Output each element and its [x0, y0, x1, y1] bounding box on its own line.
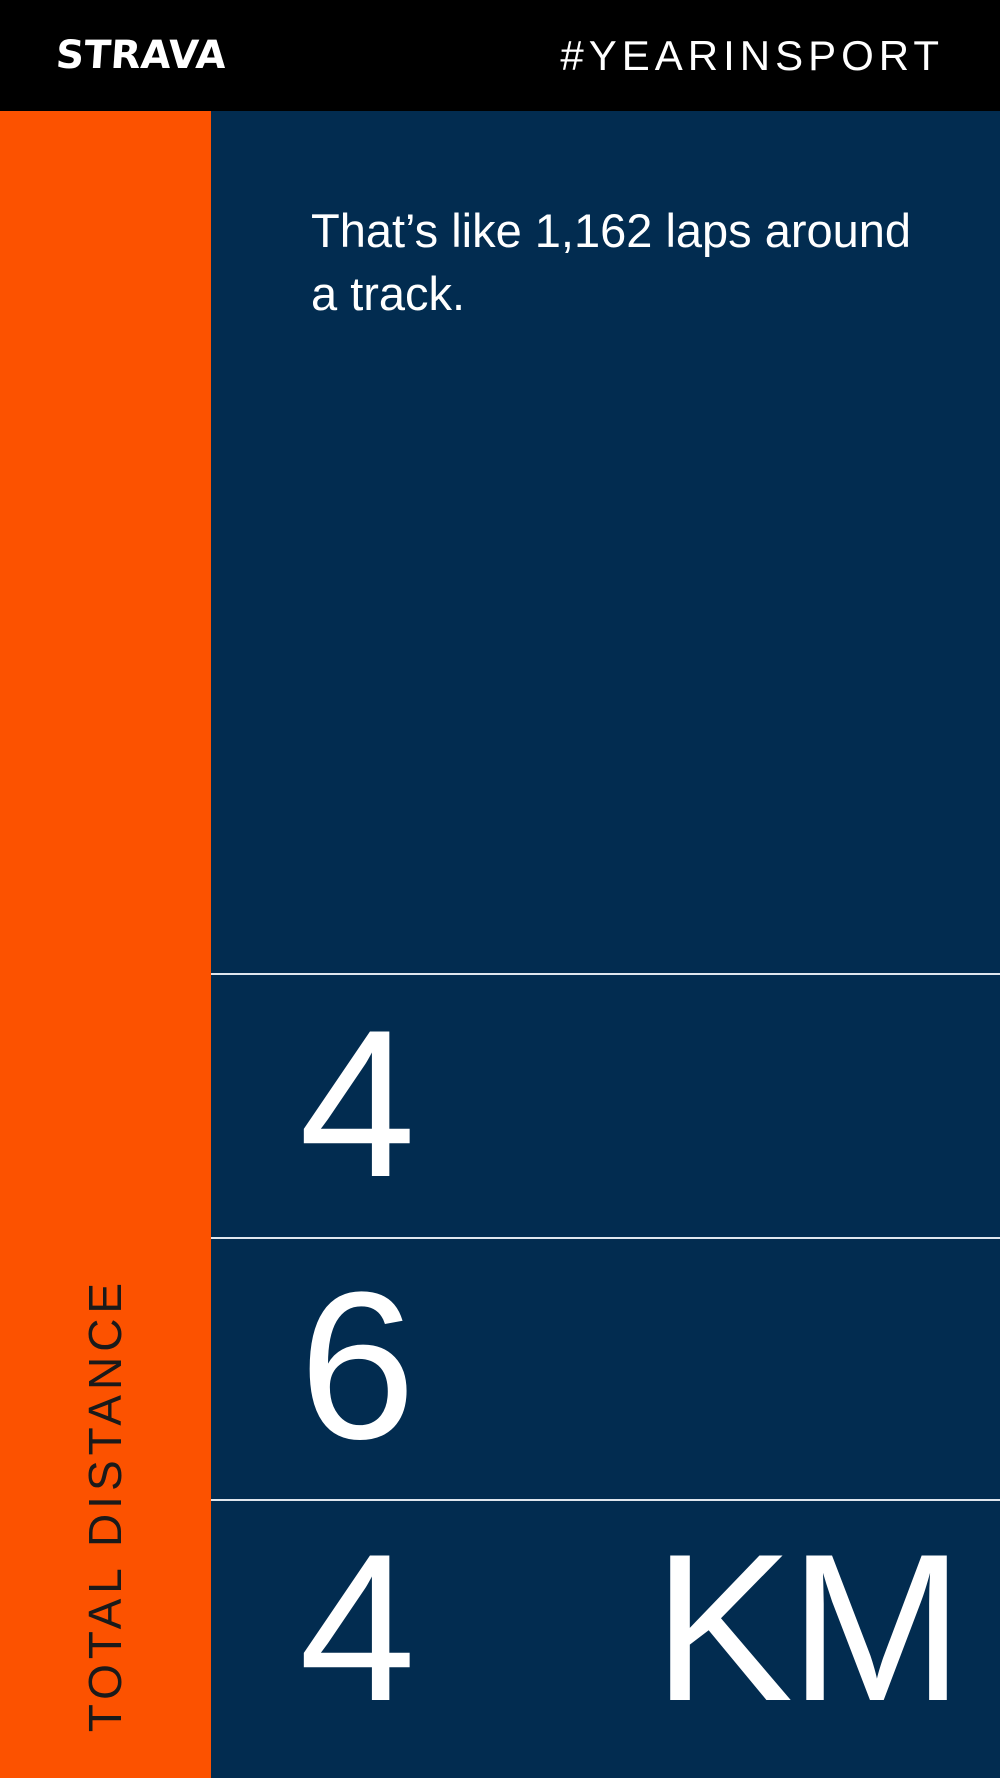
- distance-digit-1: 4: [299, 986, 416, 1221]
- divider-line: [211, 1499, 1000, 1501]
- stat-panel: That’s like 1,162 laps around a track. 4…: [211, 111, 1000, 1778]
- sidebar-accent: [0, 111, 211, 1778]
- distance-unit: KM: [653, 1510, 964, 1745]
- comparison-caption: That’s like 1,162 laps around a track.: [311, 204, 912, 320]
- hashtag-label: #YEARINSPORT: [560, 32, 944, 79]
- distance-digit-3: 4: [299, 1510, 416, 1745]
- top-header: STRAVA #YEARINSPORT: [0, 0, 1000, 111]
- divider-line: [211, 1237, 1000, 1239]
- total-distance-label: TOTAL DISTANCE: [79, 1277, 131, 1733]
- distance-digit-2: 6: [299, 1248, 416, 1483]
- strava-logo: STRAVA: [54, 33, 228, 78]
- divider-line: [211, 973, 1000, 975]
